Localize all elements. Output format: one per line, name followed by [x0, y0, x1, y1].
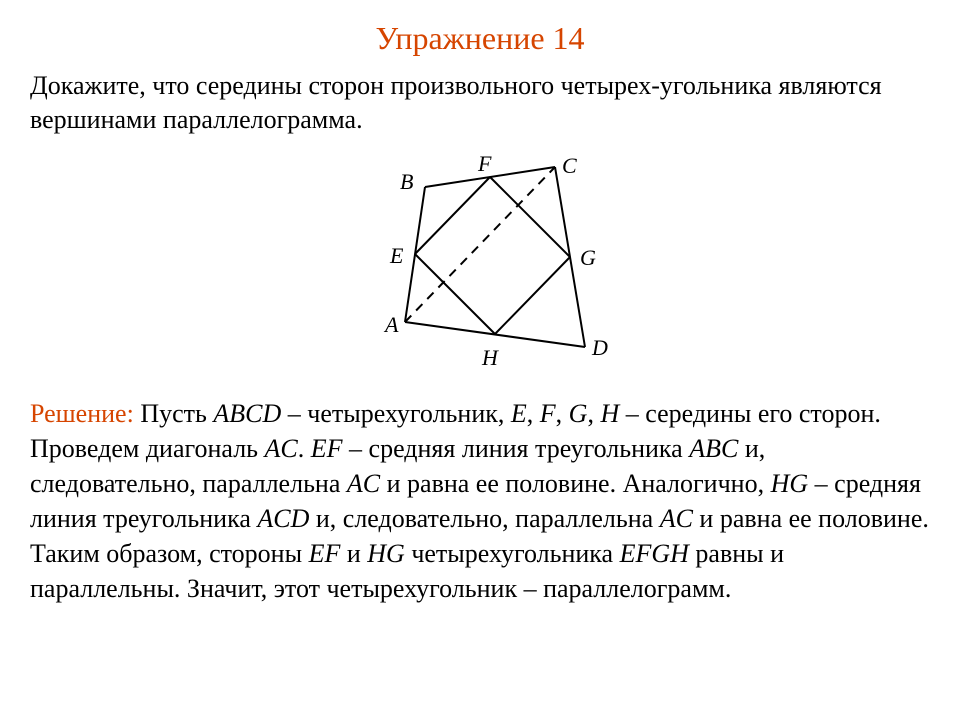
svg-text:F: F: [477, 151, 492, 176]
sol-ACD: ACD: [257, 504, 309, 533]
svg-text:G: G: [580, 245, 596, 270]
sol-t7: и равна ее половине. Аналогично,: [380, 469, 770, 498]
sol-EF2: EF: [309, 539, 341, 568]
sol-t2: – четырехугольник,: [281, 399, 511, 428]
problem-statement: Докажите, что середины сторон произвольн…: [30, 69, 930, 137]
sol-EFGH: EFGH: [620, 539, 689, 568]
sol-abcd: ABCD: [213, 399, 281, 428]
svg-text:E: E: [389, 243, 404, 268]
diagram-container: A B C D E F G H: [30, 147, 930, 382]
sol-ABC: ABC: [689, 434, 738, 463]
sol-t1: Пусть: [134, 399, 214, 428]
sol-F: F: [540, 399, 556, 428]
svg-text:H: H: [481, 345, 499, 370]
solution-paragraph: Решение: Пусть ABCD – четырехугольник, E…: [30, 396, 930, 607]
diagram-svg: A B C D E F G H: [330, 147, 630, 377]
sol-AC1: AC: [265, 434, 298, 463]
sol-G: G: [569, 399, 588, 428]
sol-AC2: AC: [347, 469, 380, 498]
geometry-diagram: A B C D E F G H: [330, 147, 630, 382]
sol-AC3: AC: [660, 504, 693, 533]
sol-E: E: [511, 399, 527, 428]
svg-text:D: D: [591, 335, 608, 360]
sol-HG2: HG: [367, 539, 405, 568]
solution-label: Решение:: [30, 399, 134, 428]
sol-t4: .: [298, 434, 311, 463]
sol-t5: – средняя линия треугольника: [343, 434, 690, 463]
svg-text:A: A: [383, 312, 399, 337]
sol-sep1: ,: [527, 399, 540, 428]
sol-t12: четырехугольника: [405, 539, 620, 568]
sol-HG: HG: [771, 469, 809, 498]
exercise-title: Упражнение 14: [30, 20, 930, 57]
sol-EF1: EF: [311, 434, 343, 463]
sol-t9: и, следовательно, параллельна: [309, 504, 659, 533]
sol-t11: и: [340, 539, 367, 568]
sol-H: H: [600, 399, 619, 428]
svg-text:C: C: [562, 153, 577, 178]
sol-sep2: ,: [556, 399, 569, 428]
svg-text:B: B: [400, 169, 413, 194]
sol-sep3: ,: [587, 399, 600, 428]
